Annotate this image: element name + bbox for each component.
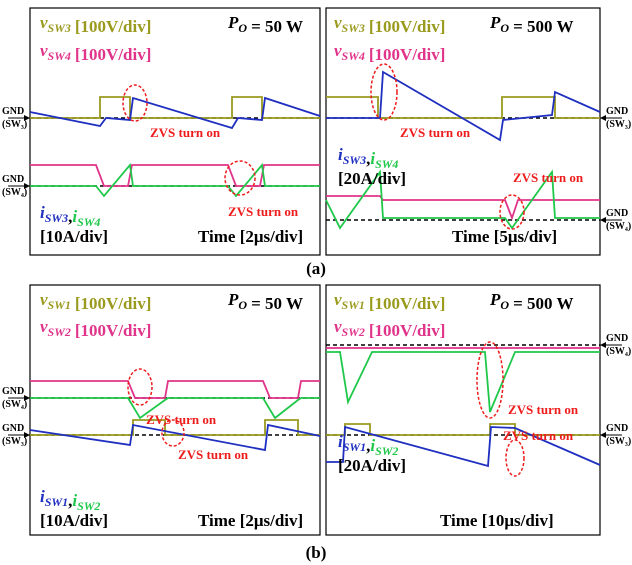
subscript: SW4 [48, 49, 71, 63]
voltage-scale: [100V/div] [75, 294, 152, 313]
subscript: SW1 [45, 495, 68, 509]
label-part: P [227, 290, 239, 309]
voltage-label: vSW2[100V/div] [334, 317, 445, 340]
waveform [30, 381, 320, 398]
gnd-label: GND [606, 106, 628, 117]
power-label: PO = 500 W [489, 13, 573, 36]
waveform [326, 97, 600, 118]
subscript: O [500, 21, 509, 35]
gnd-label: GND [2, 174, 24, 185]
voltage-label: vSW4[100V/div] [334, 41, 445, 64]
caption: (a) [306, 259, 326, 278]
annotation: ZVS turn on [178, 447, 249, 462]
voltage-label: vSW3[100V/div] [40, 13, 151, 36]
annotation-circle [123, 85, 147, 121]
voltage-scale: [100V/div] [369, 17, 446, 36]
subscript: SW2 [48, 325, 71, 339]
gnd-ref: (SW₃) [606, 119, 631, 130]
label-part: P [489, 290, 501, 309]
gnd-ref: (SW₄) [2, 187, 27, 198]
gnd-ref: (SW₄) [606, 221, 631, 232]
arrow-head [600, 115, 606, 121]
current-label: iSW1,iSW2 [40, 487, 100, 513]
gnd-label: GND [2, 386, 24, 397]
subscript: SW1 [48, 298, 71, 312]
gnd-ref: (SW₃) [2, 119, 27, 130]
waveform [326, 196, 600, 218]
voltage-label: vSW1[100V/div] [40, 290, 151, 313]
arrow-head [600, 432, 606, 438]
current-scale: [20A/div] [338, 169, 406, 188]
power-value: = 50 W [251, 17, 303, 36]
time-scale: Time [5μs/div] [452, 227, 557, 246]
annotation: ZVS turn on [400, 125, 471, 140]
subscript: SW3 [48, 21, 71, 35]
gnd-label: GND [606, 333, 628, 344]
gnd-label: GND [606, 423, 628, 434]
waveform [30, 97, 320, 118]
annotation: ZVS turn on [508, 402, 579, 417]
current-label: iSW3,iSW4 [338, 145, 398, 171]
power-value: = 500 W [513, 17, 573, 36]
subscript: SW1 [343, 440, 366, 454]
voltage-label: vSW4[100V/div] [40, 41, 151, 64]
waveform [30, 165, 320, 196]
voltage-label: vSW2[100V/div] [40, 317, 151, 340]
gnd-ref: (SW₄) [2, 399, 27, 410]
voltage-scale: [100V/div] [369, 294, 446, 313]
power-label: PO = 50 W [227, 13, 303, 36]
time-scale: Time [2μs/div] [198, 227, 303, 246]
annotation: ZVS turn on [150, 125, 221, 140]
gnd-ref: (SW₄) [606, 346, 631, 357]
voltage-scale: [100V/div] [369, 45, 446, 64]
voltage-label: vSW1[100V/div] [334, 290, 445, 313]
subscript: O [238, 21, 247, 35]
gnd-ref: (SW₃) [2, 436, 27, 447]
subscript: O [500, 298, 509, 312]
subscript: SW3 [45, 211, 68, 225]
voltage-scale: [100V/div] [75, 45, 152, 64]
arrow-head [600, 342, 606, 348]
power-value: = 500 W [513, 294, 573, 313]
voltage-scale: [100V/div] [75, 321, 152, 340]
current-scale: [20A/div] [338, 456, 406, 475]
power-value: = 50 W [251, 294, 303, 313]
label-part: P [227, 13, 239, 32]
figure: vSW3[100V/div]vSW4[100V/div]PO= 50 WiSW3… [0, 0, 632, 565]
subscript: SW1 [342, 298, 365, 312]
gnd-label: GND [2, 423, 24, 434]
current-scale: [10A/div] [40, 511, 108, 530]
arrow-head [600, 217, 606, 223]
annotation-circle [128, 369, 152, 405]
annotation: ZVS turn on [513, 170, 584, 185]
gnd-label: GND [606, 208, 628, 219]
gnd-ref: (SW₃) [606, 436, 631, 447]
annotation: ZVS turn on [228, 204, 299, 219]
subscript: O [238, 298, 247, 312]
current-label: iSW3,iSW4 [40, 203, 100, 229]
voltage-scale: [100V/div] [75, 17, 152, 36]
gnd-label: GND [2, 106, 24, 117]
annotation-circle [506, 440, 524, 476]
power-label: PO = 50 W [227, 290, 303, 313]
voltage-label: vSW3[100V/div] [334, 13, 445, 36]
subscript: SW4 [342, 49, 365, 63]
caption: (b) [306, 543, 327, 562]
time-scale: Time [10μs/div] [440, 511, 554, 530]
current-scale: [10A/div] [40, 227, 108, 246]
label-part: P [489, 13, 501, 32]
subscript: SW3 [342, 21, 365, 35]
power-label: PO = 500 W [489, 290, 573, 313]
waveform [30, 165, 320, 186]
waveform [30, 98, 320, 128]
voltage-scale: [100V/div] [369, 321, 446, 340]
annotation: ZVS turn on [503, 428, 574, 443]
subscript: SW2 [342, 325, 365, 339]
subscript: SW3 [343, 153, 366, 167]
time-scale: Time [2μs/div] [198, 511, 303, 530]
